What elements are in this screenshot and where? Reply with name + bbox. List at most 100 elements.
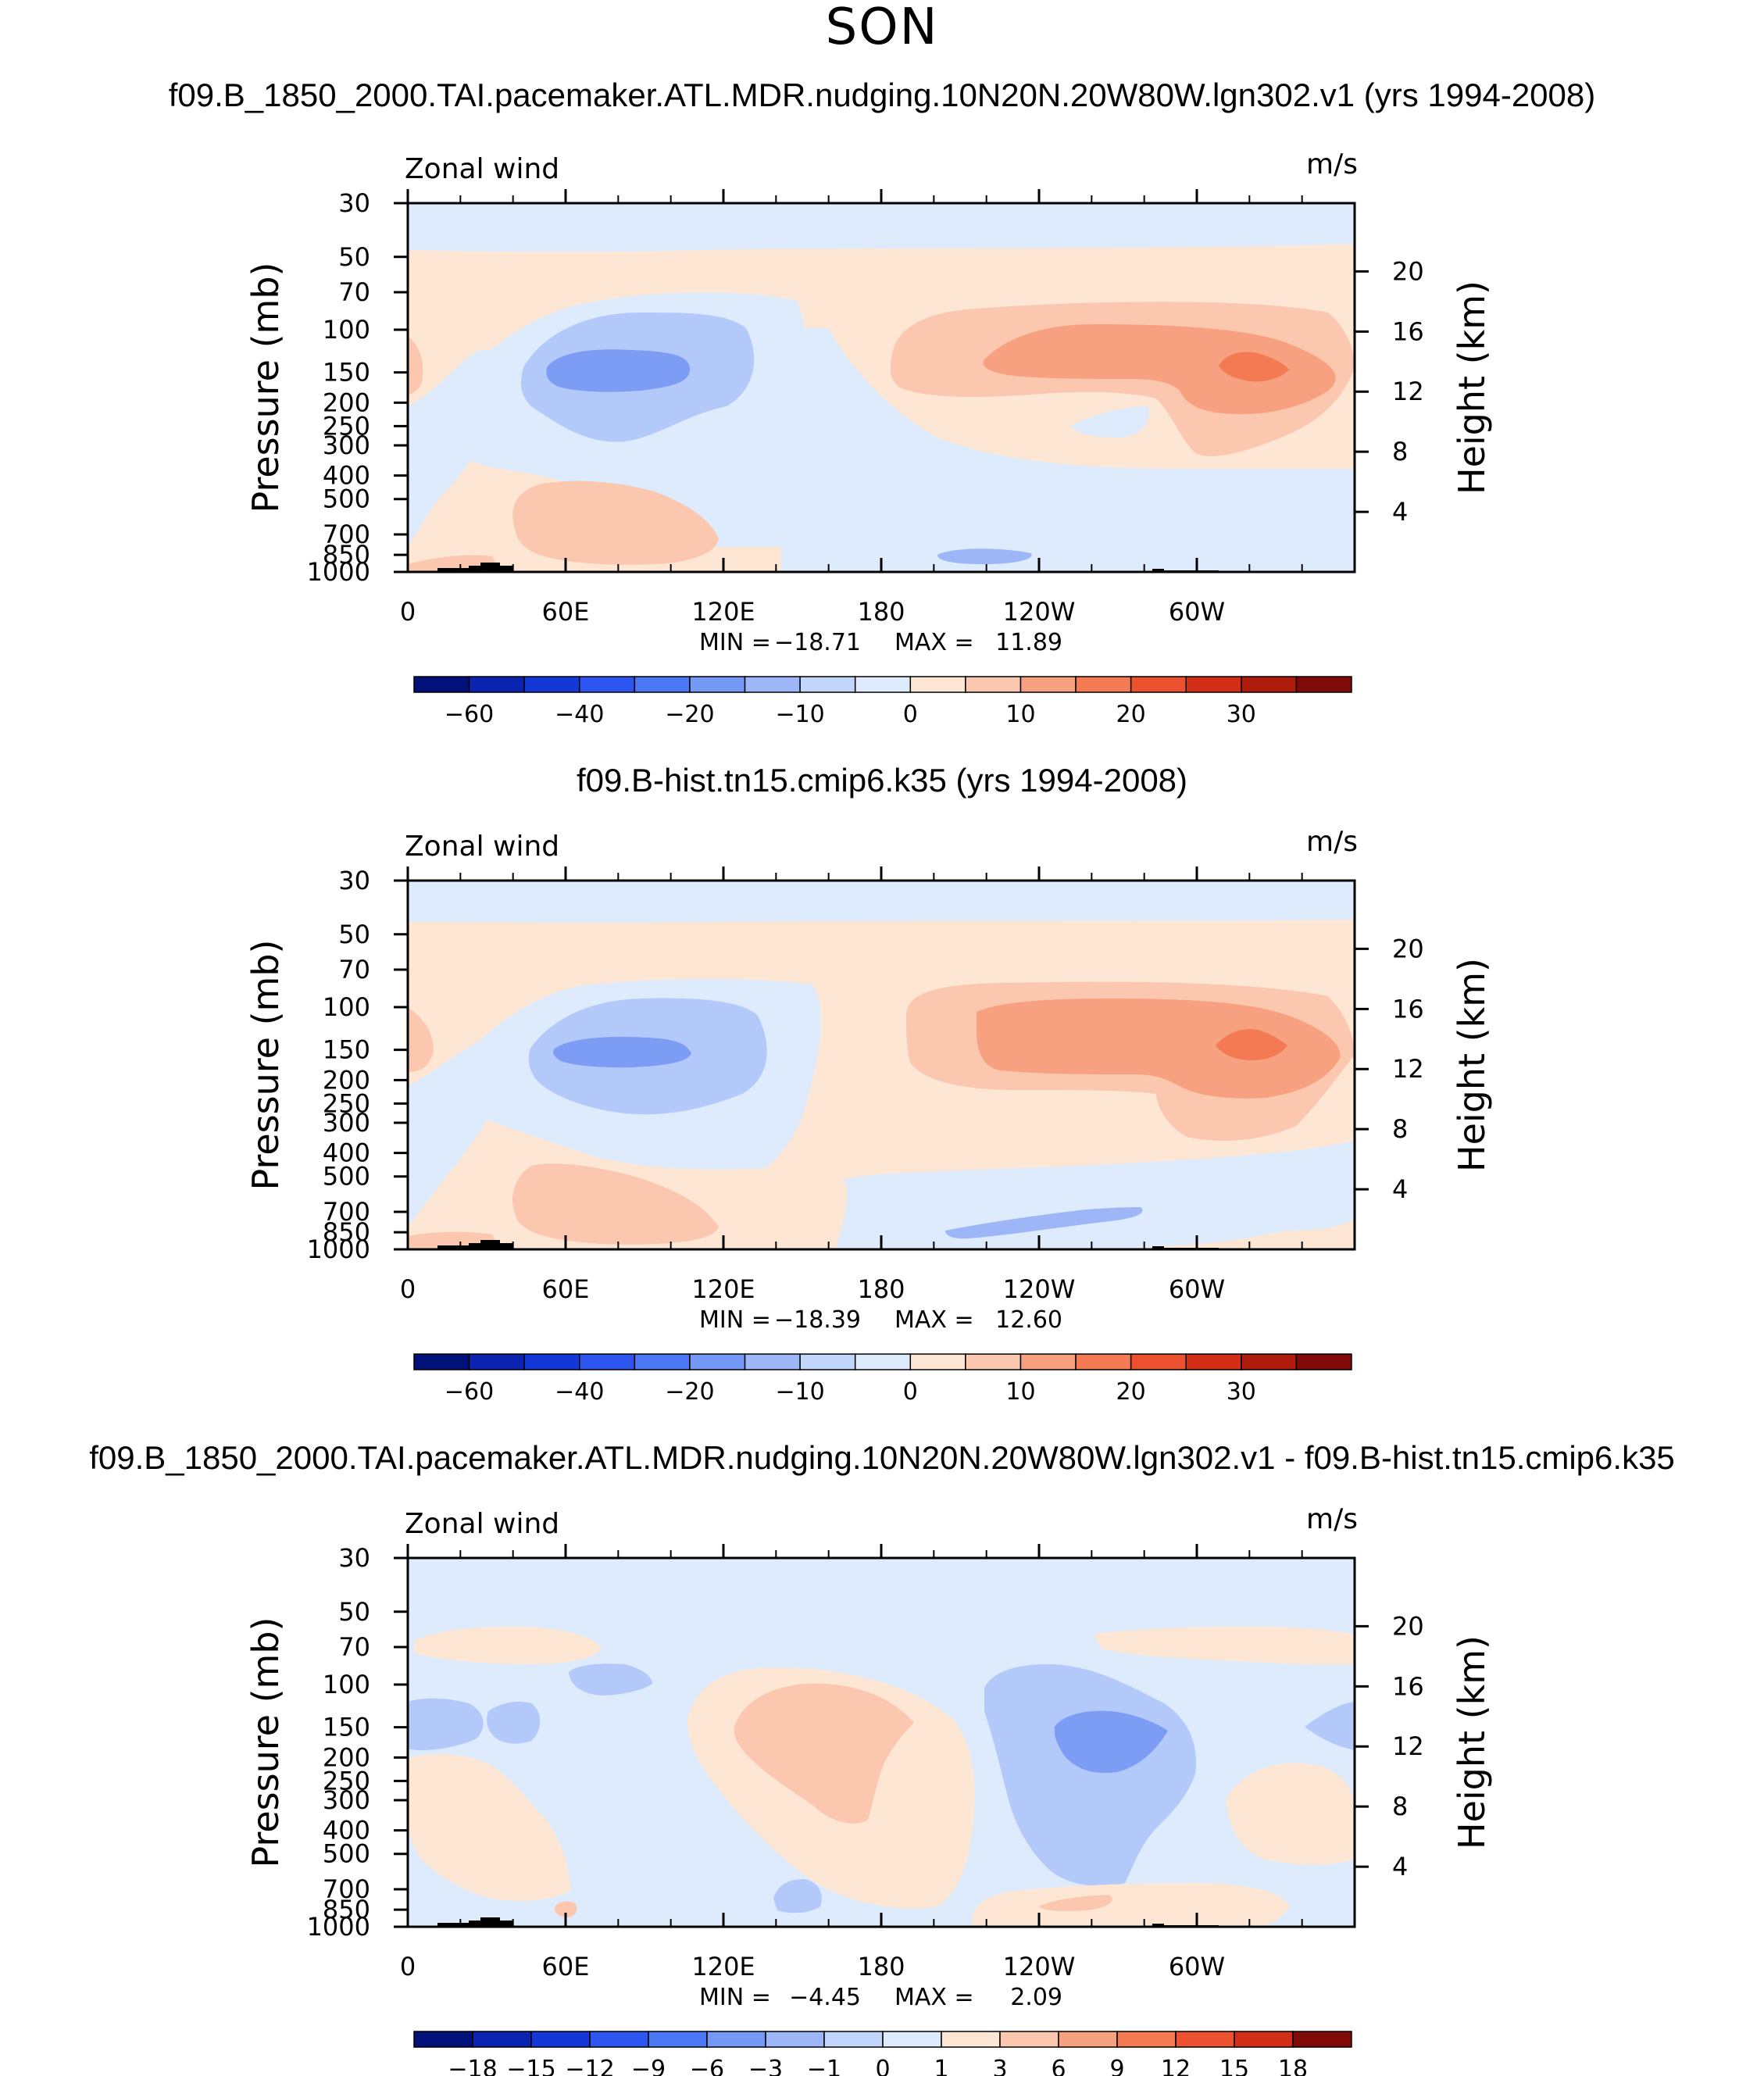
panel-3-y-tick-label: 700 [323,1874,370,1904]
panel-2-colorbar-swatch [1295,1353,1352,1370]
panel-3-y-tick-label: 500 [323,1839,370,1869]
panel-2: 0 60E 120E 180 120W 60W 305070100150200250300… [245,826,1493,1406]
panel-2-x-tick-label: 60W [1169,1274,1225,1304]
panel-1-fill-pacific-westerly-core [1219,352,1289,382]
panel-1-colorbar-label: −40 [555,701,604,728]
panel-1-fill-lower-easterly [781,328,1355,572]
panel-2-fill-indian-easterly-core [553,1036,691,1068]
panel-1-colorbar-label: 20 [1116,701,1146,728]
panel-1-colorbar-swatch [634,676,691,693]
panel-3-units-label: m/s [1306,1503,1358,1535]
panel-3-x-axis: 0 60E 120E 180 120W 60W [400,1544,1303,1981]
panel-1-colorbar-swatch [1075,676,1132,693]
figure-season-title: SON [825,0,939,56]
panel-3-title: f09.B_1850_2000.TAI.pacemaker.ATL.MDR.nu… [89,1439,1675,1476]
panel-3-x-tick-label: 120W [1003,1952,1076,1981]
panel-3-colorbar-label: 0 [875,2056,890,2076]
panel-1-y-tick-label: 700 [323,520,370,549]
panel-2-variable-label: Zonal wind [405,831,559,863]
panel-1-height-tick-label: 8 [1392,437,1408,466]
panel-1-y-tick-label: 100 [323,315,370,345]
panel-1-colorbar-label: 30 [1227,701,1256,728]
panel-3-x-tick-label: 180 [857,1952,905,1981]
panel-1-x-tick-label: 60E [542,597,590,627]
panel-2-colorbar-swatch [523,1353,580,1370]
panel-3: 0 60E 120E 180 120W 60W 305070100150200250300… [245,1503,1493,2076]
panel-2-y-tick-label: 50 [338,920,370,949]
panel-3-colorbar-swatch [1116,2031,1177,2048]
panel-1-fill-mid-pacific-easterly [1070,406,1149,438]
panel-1-colorbar-swatch [1019,676,1077,693]
panel-3-colorbar-swatch [706,2031,766,2048]
panel-3-fill-lower-westerly-band [972,1883,1289,1927]
panel-1-colorbar-label: 0 [903,701,918,728]
panel-2-colorbar-swatch [854,1353,912,1370]
panel-1-colorbar-swatch [1130,676,1187,693]
panel-3-fill-lower-westerly-dot [555,1901,577,1917]
panel-2-y-tick-label: 400 [323,1138,370,1168]
panel-1-contour-field [408,203,1355,572]
panel-3-y-tick-label: 300 [323,1785,370,1815]
panel-3-colorbar-label: 12 [1161,2056,1191,2076]
panel-2-height-tick-label: 20 [1392,934,1424,963]
panel-2-colorbar-swatch [1075,1353,1132,1370]
panel-1-colorbar-swatch [909,676,966,693]
panel-1-colorbar-label: −60 [445,701,494,728]
panel-2-height-tick-label: 4 [1392,1174,1408,1204]
panel-3-colorbar-label: −15 [506,2056,555,2076]
panel-1-fill-indian-easterly-core [546,349,691,392]
panel-2-y-tick-label: 1000 [307,1235,370,1264]
panel-1-colorbar-swatch [523,676,580,693]
panel-3-fill-lower-easterly-patch [773,1879,822,1913]
panel-2-x-tick-label: 0 [400,1274,416,1304]
panel-3-colorbar-label: 18 [1278,2056,1308,2076]
panel-2-colorbar-swatch [579,1353,636,1370]
panel-1-x-tick-label: 0 [400,597,416,627]
panel-2-colorbar-swatch [744,1353,801,1370]
panel-3-fill-east-pacific-easterly-core [1054,1710,1168,1774]
panel-2-y-tick-label: 500 [323,1162,370,1192]
panel-3-min-label: MIN = [699,1984,771,2011]
panel-1-height-tick-label: 4 [1392,497,1408,527]
panel-1-y-tick-label: 500 [323,484,370,514]
panel-1-y-tick-label: 300 [323,431,370,460]
panel-3-colorbar-label: 9 [1109,2056,1124,2076]
panel-3-colorbar-swatch [589,2031,649,2048]
panel-3-contour-field [408,1558,1355,1927]
panel-1-x-tick-label: 180 [857,597,905,627]
panel-2-fill-pacific-westerly-core [1216,1028,1287,1061]
panel-1-colorbar-swatch [689,676,746,693]
panel-2-colorbar-swatch [1185,1353,1242,1370]
panel-3-y-tick-label: 150 [323,1713,370,1742]
panel-1-y-tick-label: 850 [323,540,370,570]
panel-1-fill-strat-easterly [408,203,1355,252]
panel-3-height-tick-label: 4 [1392,1852,1408,1881]
panel-1-colorbar-label: 10 [1005,701,1035,728]
panel-1-colorbar-swatch [1241,676,1298,693]
panel-2-height-tick-label: 8 [1392,1114,1408,1144]
panel-1-x-tick-label: 60W [1169,597,1225,627]
panel-2-colorbar-label: −20 [665,1378,714,1406]
panel-2-colorbar-swatch [909,1353,966,1370]
panel-3-colorbar-label: 15 [1219,2056,1249,2076]
panel-1-min-value: −18.71 [774,629,861,656]
panel-3-colorbar-label: −9 [631,2056,666,2076]
panel-1-colorbar-swatch [1185,676,1242,693]
panel-2-units-label: m/s [1306,826,1358,858]
panel-1-colorbar-swatch [854,676,912,693]
panel-3-colorbar-swatch [882,2031,942,2048]
panel-1-y-tick-label: 1000 [307,557,370,587]
panel-1-y-tick-label: 400 [323,461,370,491]
panel-2-colorbar-label: 30 [1227,1378,1256,1406]
panel-3-colorbar-swatch [999,2031,1059,2048]
panel-2-y-tick-label: 150 [323,1035,370,1065]
panel-2-colorbar-swatch [468,1353,525,1370]
panel-1-height-tick-label: 20 [1392,256,1424,286]
panel-2-fill-strat-easterly [408,881,1355,923]
panel-1-height-axis: 4 8 12 16 20 [1355,256,1424,527]
panel-2-fill-west-edge-westerly [408,1008,434,1072]
panel-3-y-tick-label: 200 [323,1742,370,1772]
